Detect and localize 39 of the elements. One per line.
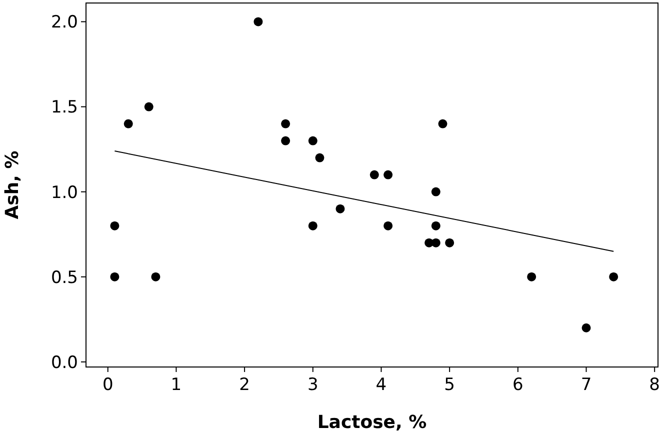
point bbox=[254, 17, 263, 26]
point bbox=[384, 170, 393, 180]
point bbox=[281, 119, 290, 128]
point bbox=[151, 272, 160, 282]
x-tick-label: 0 bbox=[102, 375, 114, 395]
point bbox=[431, 238, 440, 248]
point bbox=[315, 153, 324, 162]
y-tick-label: 1.5 bbox=[50, 98, 78, 118]
point bbox=[431, 221, 440, 230]
point bbox=[582, 323, 591, 332]
x-tick-label: 3 bbox=[307, 375, 318, 395]
point bbox=[445, 238, 454, 248]
point bbox=[110, 221, 120, 230]
x-tick-label: 5 bbox=[444, 375, 455, 395]
x-tick-label: 8 bbox=[649, 375, 660, 395]
point bbox=[124, 119, 133, 128]
y-axis-title: Ash, % bbox=[2, 150, 23, 220]
x-axis-title: Lactose, % bbox=[317, 412, 427, 433]
y-tick-label: 1.0 bbox=[50, 182, 78, 203]
point bbox=[438, 119, 448, 128]
x-tick-label: 1 bbox=[170, 375, 182, 395]
x-tick-label: 4 bbox=[376, 375, 387, 395]
x-tick-label: 2 bbox=[239, 375, 250, 395]
x-tick-label: 7 bbox=[580, 375, 592, 395]
point bbox=[281, 136, 290, 146]
point bbox=[527, 272, 536, 282]
point bbox=[336, 204, 345, 214]
y-tick-label: 2.0 bbox=[50, 12, 78, 33]
point bbox=[431, 187, 440, 196]
point bbox=[609, 272, 618, 282]
point bbox=[144, 102, 154, 112]
point bbox=[308, 221, 318, 230]
point bbox=[308, 136, 318, 146]
x-tick-label: 6 bbox=[512, 375, 524, 395]
point bbox=[370, 170, 379, 180]
point bbox=[110, 272, 120, 282]
y-tick-label: 0.0 bbox=[50, 352, 78, 373]
point bbox=[384, 221, 393, 230]
y-tick-label: 0.5 bbox=[50, 268, 78, 288]
